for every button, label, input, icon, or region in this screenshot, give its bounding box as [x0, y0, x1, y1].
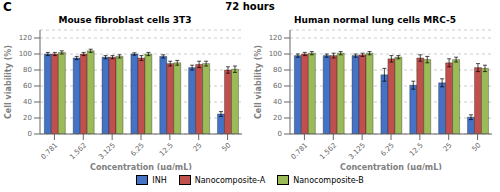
svg-text:20: 20	[273, 114, 282, 122]
svg-text:100: 100	[19, 50, 32, 58]
svg-text:1.562: 1.562	[318, 141, 338, 161]
svg-text:60: 60	[273, 82, 282, 90]
html-text:Mouse fibroblast cells 3T3: Mouse fibroblast cells 3T3	[58, 15, 192, 25]
svg-text:6.25: 6.25	[379, 141, 396, 158]
svg-text:80: 80	[23, 66, 32, 74]
svg-text:0.781: 0.781	[40, 141, 60, 161]
svg-text:25: 25	[192, 141, 204, 153]
html-text:C: C	[3, 0, 12, 14]
svg-text:40: 40	[23, 98, 32, 106]
svg-text:0: 0	[278, 130, 282, 138]
html-text:Human normal lung cells MRC-5: Human normal lung cells MRC-5	[294, 15, 456, 25]
svg-text:80: 80	[273, 66, 282, 74]
svg-text:25: 25	[442, 141, 454, 153]
svg-text:Concentration (μg/mL): Concentration (μg/mL)	[340, 163, 442, 170]
html-text:INH: INH	[152, 175, 167, 185]
svg-text:Cell viability (%): Cell viability (%)	[254, 45, 263, 119]
svg-text:3.125: 3.125	[347, 141, 367, 161]
svg-text:20: 20	[23, 114, 32, 122]
svg-text:0: 0	[28, 130, 32, 138]
html-text:Nanocomposite-A: Nanocomposite-A	[194, 175, 266, 185]
svg-text:Cell viability (%): Cell viability (%)	[8, 45, 13, 119]
html-text:72 hours: 72 hours	[225, 1, 275, 12]
svg-text:12.5: 12.5	[158, 141, 175, 158]
svg-text:100: 100	[269, 50, 282, 58]
svg-text:6.25: 6.25	[129, 141, 146, 158]
svg-text:50: 50	[221, 141, 233, 153]
svg-text:120: 120	[269, 34, 282, 42]
svg-text:Concentration (μg/mL): Concentration (μg/mL)	[90, 163, 192, 170]
svg-text:60: 60	[23, 82, 32, 90]
svg-text:3.125: 3.125	[97, 141, 117, 161]
svg-text:40: 40	[273, 98, 282, 106]
svg-text:120: 120	[19, 34, 32, 42]
svg-text:0.781: 0.781	[290, 141, 310, 161]
svg-text:50: 50	[471, 141, 483, 153]
svg-text:12.5: 12.5	[408, 141, 425, 158]
html-text:Nanocomposite-B: Nanocomposite-B	[293, 175, 364, 185]
svg-text:1.562: 1.562	[68, 141, 88, 161]
